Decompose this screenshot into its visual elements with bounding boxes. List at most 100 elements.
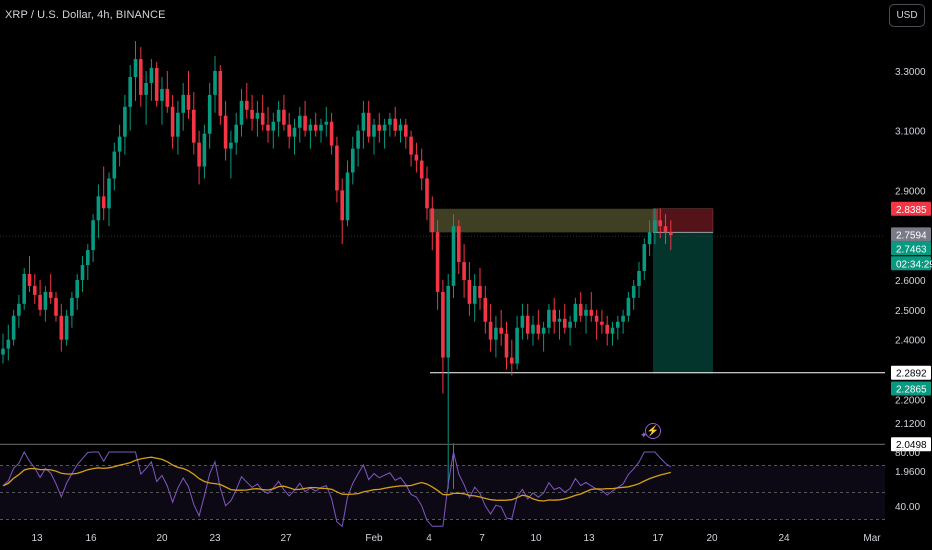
price-label-box — [891, 201, 931, 216]
candle-body — [653, 220, 657, 233]
candle-body — [335, 145, 339, 191]
candle-body — [520, 315, 525, 328]
time-tick-label: 10 — [530, 533, 542, 544]
candle-body — [568, 321, 572, 328]
candle-body — [329, 121, 334, 146]
currency-button[interactable]: USD — [889, 4, 925, 27]
candle-body — [563, 318, 567, 328]
candle-body — [22, 273, 26, 304]
candle-body — [234, 124, 238, 143]
candle-body — [621, 315, 625, 322]
candle-body — [631, 285, 636, 298]
candle-body — [388, 118, 392, 125]
price-tick-label: 3.1000 — [895, 127, 926, 138]
time-tick-label: 23 — [209, 533, 221, 544]
candle-body — [271, 121, 276, 131]
candle-body — [48, 291, 53, 298]
candle-body — [260, 112, 265, 125]
lightning-bolt-icon[interactable]: ⚡ — [645, 423, 661, 439]
candle-body — [96, 196, 101, 221]
candle-body — [647, 232, 652, 245]
candle-body — [197, 142, 201, 167]
candle-body — [144, 82, 148, 95]
candle-body — [75, 279, 79, 298]
candle-body — [123, 106, 127, 137]
price-label-box — [891, 365, 931, 380]
candle-body — [282, 109, 286, 125]
candle-body — [366, 112, 371, 137]
candle-body — [637, 271, 641, 286]
candle-body — [154, 68, 159, 101]
candle-body — [229, 142, 233, 149]
candle-body — [213, 71, 217, 95]
candle-body — [663, 226, 668, 233]
candle-body — [17, 303, 21, 316]
candle-body — [552, 309, 556, 322]
add-alert-icon[interactable]: ✦ — [640, 430, 648, 440]
candle-body — [70, 297, 74, 316]
candle-body — [160, 88, 164, 101]
price-label-box — [891, 227, 931, 242]
candle-body — [59, 315, 64, 340]
candle-body — [43, 291, 48, 310]
price-label-text: 2.0498 — [896, 440, 927, 451]
candle-body — [510, 357, 514, 364]
time-tick-label: Feb — [365, 533, 383, 544]
time-tick-label: 7 — [479, 533, 485, 544]
price-tick-label: 2.1200 — [895, 419, 926, 430]
candle-body — [377, 124, 382, 131]
candle-body — [531, 324, 535, 334]
candle-body — [133, 59, 138, 77]
candle-body — [467, 279, 472, 304]
candle-body — [435, 232, 440, 292]
candle-body — [642, 244, 647, 271]
supply-zone — [429, 208, 658, 233]
candle-body — [11, 315, 16, 340]
candle-body — [536, 324, 541, 334]
candle-body — [499, 327, 503, 334]
candle-body — [504, 333, 509, 358]
price-tick-label: 3.3000 — [895, 67, 926, 78]
candle-body — [181, 94, 185, 113]
candle-body — [600, 321, 604, 325]
price-label-box — [891, 241, 931, 256]
candle-body — [483, 297, 488, 322]
candle-body — [91, 220, 95, 251]
candle-body — [361, 112, 366, 131]
rsi-band — [0, 465, 885, 520]
candle-body — [192, 109, 196, 143]
price-label-text: 02:34:29 — [896, 259, 932, 270]
candle-body — [6, 339, 11, 349]
candle-body — [139, 59, 143, 95]
candle-body — [107, 178, 111, 209]
candle-body — [658, 220, 662, 227]
candle-body — [117, 136, 122, 152]
candle-body — [425, 178, 429, 209]
rsi-line — [2, 450, 672, 528]
candle-body — [54, 297, 58, 316]
candle-body — [86, 250, 90, 266]
candle-body — [202, 133, 207, 167]
price-label-text: 2.7463 — [896, 244, 927, 255]
candle-body — [414, 154, 419, 161]
candle-body — [451, 226, 456, 286]
candle-body — [589, 309, 594, 316]
candle-body — [626, 297, 631, 316]
candle-body — [255, 112, 260, 119]
candle-body — [584, 309, 588, 316]
candle-body — [557, 318, 562, 322]
price-label-box — [891, 381, 931, 396]
time-tick-label: 17 — [652, 533, 664, 544]
candle-body — [457, 226, 461, 263]
symbol-title: XRP / U.S. Dollar, 4h, BINANCE — [5, 9, 166, 21]
candle-body — [64, 315, 69, 340]
candle-body — [446, 285, 450, 358]
candle-body — [245, 100, 249, 110]
time-tick-label: 13 — [583, 533, 595, 544]
candle-body — [478, 285, 482, 298]
candle-body — [101, 196, 106, 209]
candle-body — [578, 303, 583, 316]
rsi-ma-line — [2, 456, 671, 502]
price-tick-label: 2.9000 — [895, 186, 926, 197]
